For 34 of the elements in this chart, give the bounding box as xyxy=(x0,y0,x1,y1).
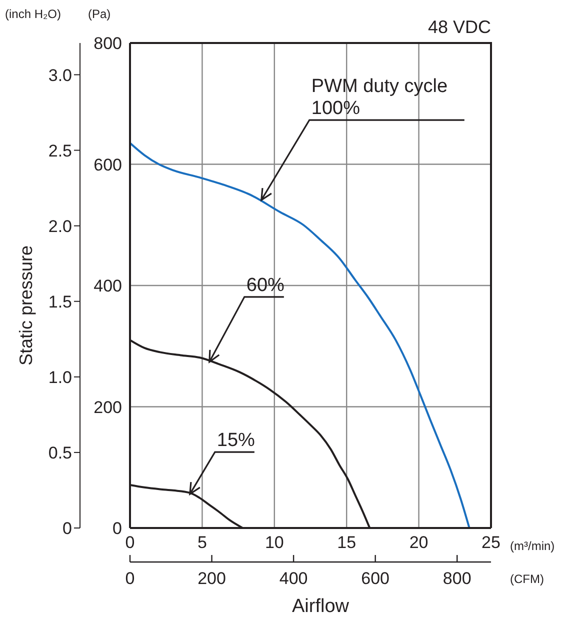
text: (inch H₂O) xyxy=(5,7,61,21)
annotation: 60% xyxy=(246,274,285,296)
x-tick-label: 20 xyxy=(409,533,428,552)
x2-tick-label: 600 xyxy=(361,569,390,588)
x2-tick-label: 800 xyxy=(442,569,472,588)
y2-tick-label: 1.0 xyxy=(48,368,72,387)
text: (m³/min) xyxy=(510,539,555,553)
y2-axis-title: Static pressure xyxy=(16,245,36,366)
y-tick-label: 800 xyxy=(94,34,122,54)
y-tick-label: 600 xyxy=(94,155,122,174)
x-tick-label: 5 xyxy=(197,533,207,552)
x2-tick-label: 200 xyxy=(198,569,226,588)
x-tick-label: 10 xyxy=(264,533,284,552)
y2-tick-label: 2.5 xyxy=(48,141,72,160)
y-tick-label: 200 xyxy=(94,398,122,417)
y2-tick-label: 0.5 xyxy=(48,443,72,462)
line-series xyxy=(130,142,470,528)
x-axis-title: Airflow xyxy=(292,596,350,617)
x2-tick-label: 400 xyxy=(279,569,308,588)
x-tick-label: 25 xyxy=(482,533,500,552)
y2-tick-label: 3.0 xyxy=(48,66,72,85)
x-tick-label: 0 xyxy=(125,533,135,552)
annotation: 15% xyxy=(216,430,256,452)
x2-tick-label: 0 xyxy=(125,569,135,588)
chart-title: 48 VDC xyxy=(428,17,491,37)
y2-tick-label: 2.0 xyxy=(48,216,72,236)
y2-tick-label: 1.5 xyxy=(48,292,72,312)
text: (Pa) xyxy=(88,7,111,21)
y-tick-label: 400 xyxy=(94,276,122,296)
text: (CFM) xyxy=(510,572,544,586)
y2-tick-label: 0 xyxy=(62,519,72,538)
annotation: PWM duty cycle 100% xyxy=(311,76,448,120)
x-tick-label: 15 xyxy=(337,533,356,552)
y-tick-label: 0 xyxy=(112,519,122,538)
